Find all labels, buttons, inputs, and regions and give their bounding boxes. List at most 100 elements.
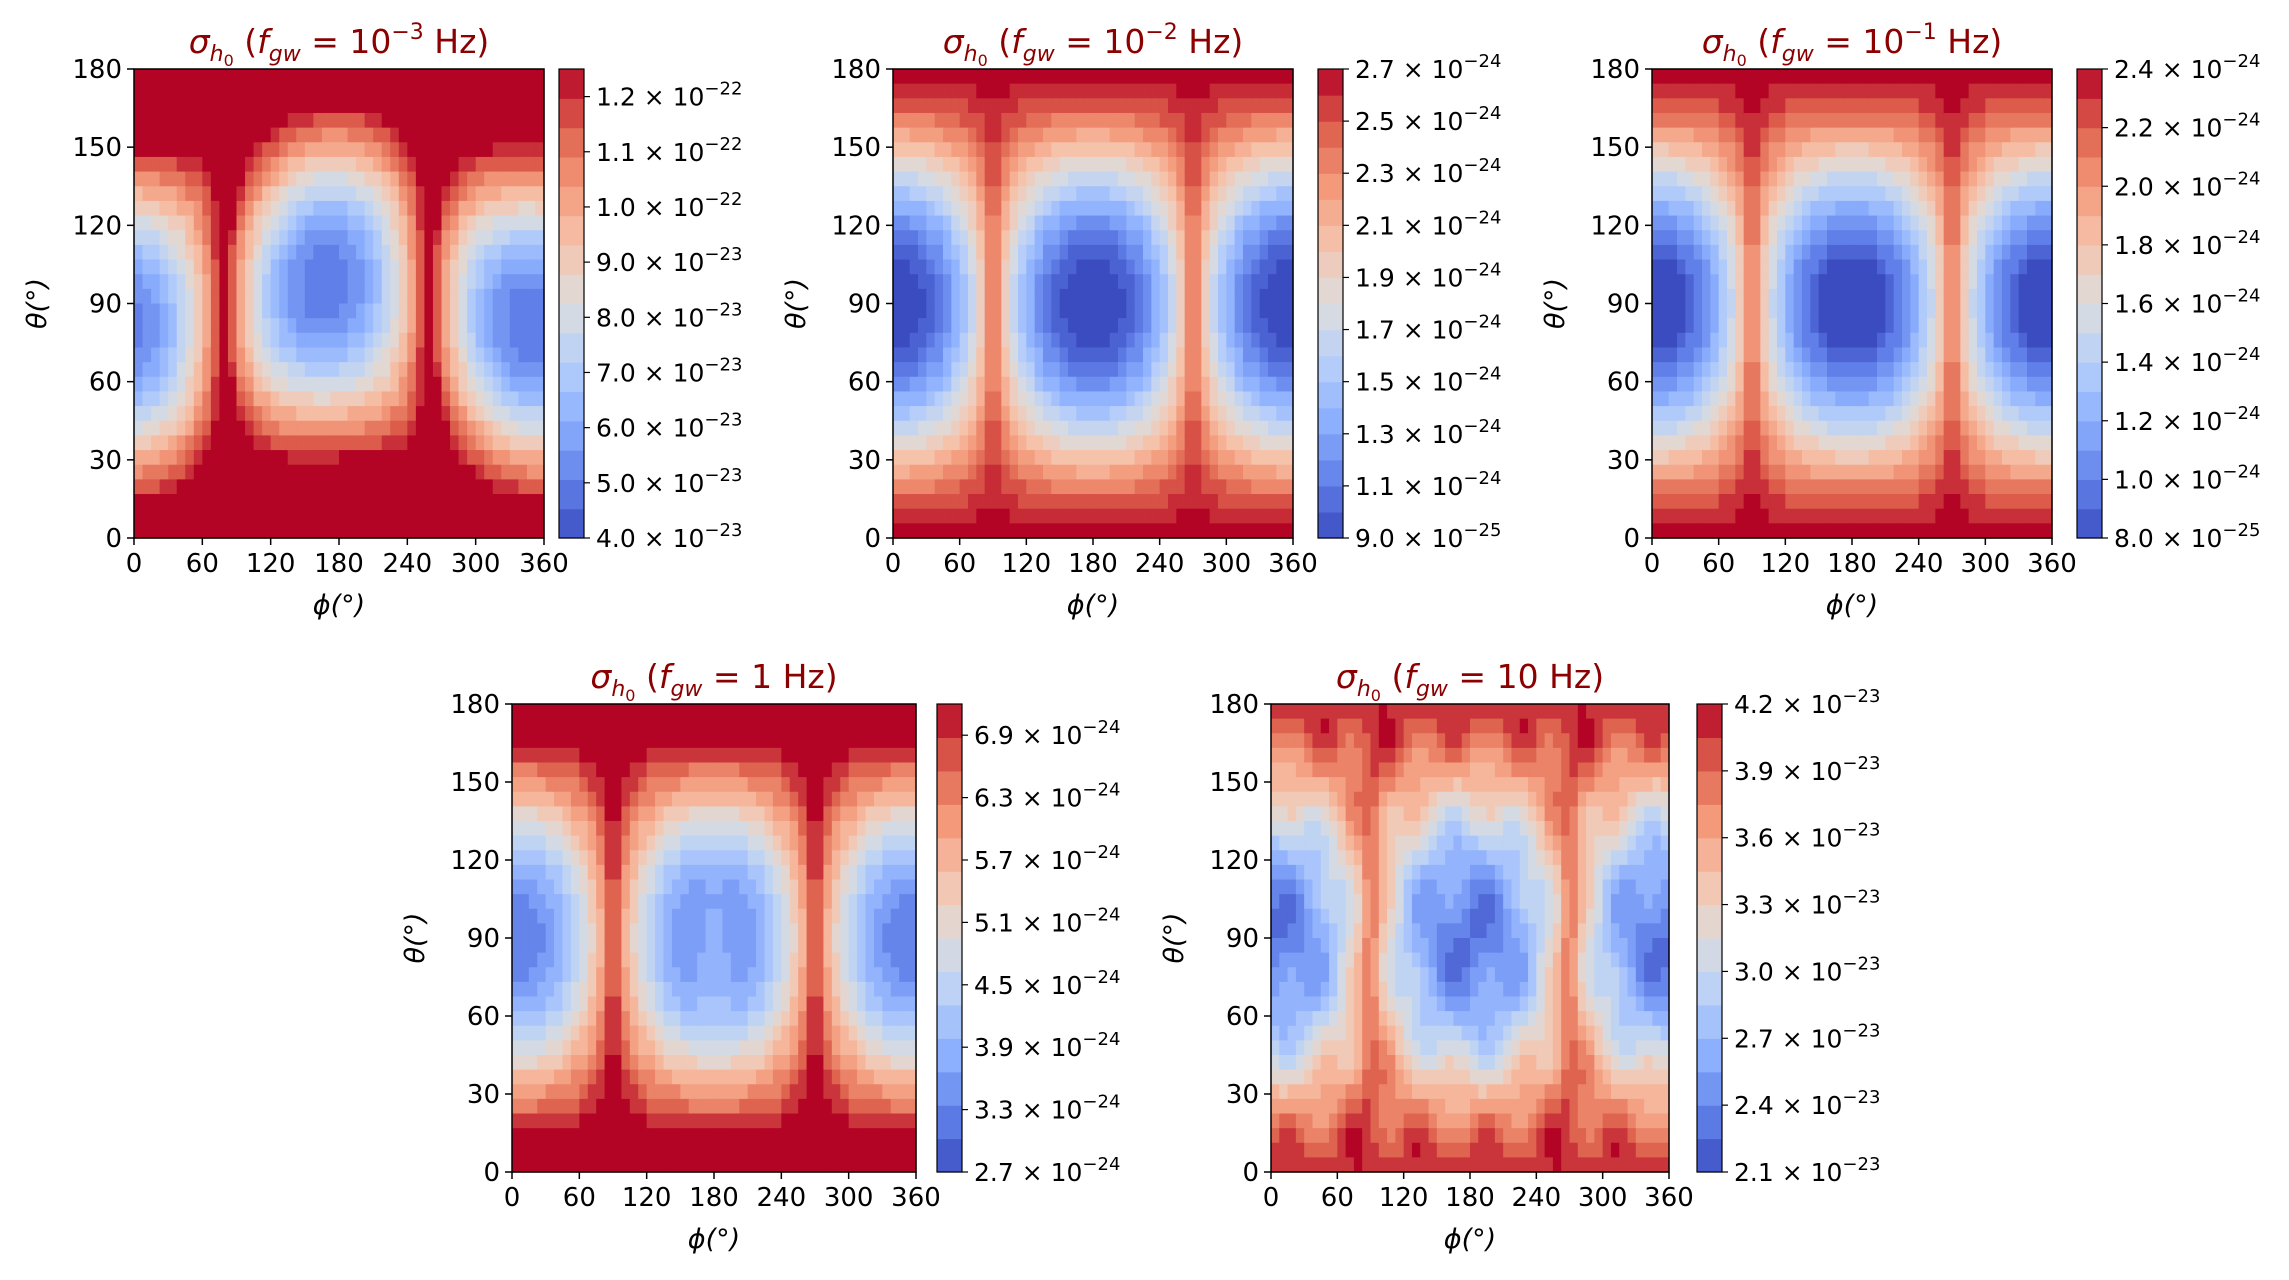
heatmap-cell xyxy=(1802,288,1811,305)
heatmap-cell xyxy=(1727,376,1736,393)
heatmap-cell xyxy=(1009,215,1019,231)
heatmap-cell xyxy=(1018,406,1027,422)
heatmap-cell xyxy=(2002,288,2011,305)
heatmap-cell xyxy=(918,450,927,466)
heatmap-cell xyxy=(1009,69,1019,85)
heatmap-cell xyxy=(501,142,511,158)
heatmap-cell xyxy=(296,508,306,524)
heatmap-cell xyxy=(390,523,400,539)
heatmap-cell xyxy=(1768,508,1778,524)
heatmap-cell xyxy=(432,98,443,114)
heatmap-cell xyxy=(407,347,417,363)
heatmap-cell xyxy=(210,98,221,114)
heatmap-cell xyxy=(1276,435,1286,451)
heatmap-cell xyxy=(245,171,255,187)
heatmap-cell xyxy=(901,215,911,231)
heatmap-cell xyxy=(520,704,530,720)
heatmap-cell xyxy=(236,332,246,349)
heatmap-cell xyxy=(1276,127,1286,143)
heatmap-cell xyxy=(909,450,919,466)
heatmap-cell xyxy=(1877,347,1886,363)
heatmap-cell xyxy=(951,200,961,217)
heatmap-cell xyxy=(1159,303,1169,319)
heatmap-cell xyxy=(545,1069,555,1085)
heatmap-cell xyxy=(535,98,545,114)
heatmap-cell xyxy=(330,98,340,114)
heatmap-cell xyxy=(1051,362,1061,378)
heatmap-cell xyxy=(976,391,986,407)
heatmap-cell xyxy=(321,479,332,495)
heatmap-cell xyxy=(1768,479,1778,495)
heatmap-cell xyxy=(943,406,952,422)
heatmap-cell xyxy=(1710,288,1720,305)
heatmap-cell xyxy=(1043,420,1052,437)
heatmap-cell xyxy=(1777,464,1786,480)
heatmap-cell xyxy=(1768,406,1778,422)
heatmap-cell xyxy=(976,127,986,143)
heatmap-cell xyxy=(151,230,161,246)
heatmap-cell xyxy=(520,908,530,924)
heatmap-cell xyxy=(1960,215,1970,231)
heatmap-cell xyxy=(1151,244,1161,261)
heatmap-cell xyxy=(458,69,468,85)
heatmap-cell xyxy=(219,508,229,524)
heatmap-cell xyxy=(1785,156,1795,173)
heatmap-cell xyxy=(1118,288,1127,305)
heatmap-cell xyxy=(398,98,408,114)
heatmap-cell xyxy=(1034,332,1044,349)
heatmap-cell xyxy=(2027,142,2036,158)
heatmap-cell xyxy=(1168,142,1177,158)
heatmap-cell xyxy=(520,1142,530,1158)
heatmap-cell xyxy=(545,850,555,866)
heatmap-cell xyxy=(1943,479,1953,495)
heatmap-cell xyxy=(151,332,161,349)
heatmap-cell xyxy=(959,406,969,422)
heatmap-cell xyxy=(1793,376,1803,393)
heatmap-cell xyxy=(1693,479,1703,495)
heatmap-cell xyxy=(1151,362,1161,378)
heatmap-cell xyxy=(373,244,383,261)
heatmap-cell xyxy=(450,318,460,334)
heatmap-cell xyxy=(458,127,468,143)
heatmap-cell xyxy=(1927,362,1936,378)
heatmap-cell xyxy=(943,376,952,393)
heatmap-cell xyxy=(520,1128,530,1144)
heatmap-cell xyxy=(347,376,357,393)
heatmap-cell xyxy=(554,762,564,778)
heatmap-cell xyxy=(1109,376,1119,393)
heatmap-cell xyxy=(1743,303,1753,319)
heatmap-cell xyxy=(1768,347,1778,363)
heatmap-cell xyxy=(2002,494,2011,510)
colorbar-band xyxy=(1318,199,1343,226)
heatmap-cell xyxy=(390,318,400,334)
heatmap-cell xyxy=(134,479,144,495)
colorbar-band xyxy=(2077,127,2102,158)
heatmap-cell xyxy=(458,142,468,158)
heatmap-cell xyxy=(176,303,186,319)
heatmap-cell xyxy=(424,450,434,466)
heatmap-cell xyxy=(1143,303,1152,319)
heatmap-cell xyxy=(245,318,255,334)
heatmap-cell xyxy=(210,303,221,319)
heatmap-cell xyxy=(176,186,186,202)
heatmap-cell xyxy=(1743,259,1753,275)
heatmap-cell xyxy=(2043,288,2053,305)
heatmap-cell xyxy=(1193,186,1202,202)
heatmap-cell xyxy=(1685,464,1695,480)
heatmap-cell xyxy=(1718,347,1728,363)
heatmap-cell xyxy=(296,391,306,407)
heatmap-cell xyxy=(176,479,186,495)
heatmap-cell xyxy=(518,508,528,524)
heatmap-cell xyxy=(1777,508,1786,524)
heatmap-cell xyxy=(1910,523,1920,539)
heatmap-cell xyxy=(424,391,434,407)
heatmap-cell xyxy=(1868,200,1878,217)
heatmap-cell xyxy=(1101,523,1111,539)
heatmap-cell xyxy=(1126,450,1136,466)
heatmap-cell xyxy=(185,464,195,480)
heatmap-cell xyxy=(1284,200,1294,217)
heatmap-cell xyxy=(339,376,349,393)
heatmap-cell xyxy=(424,318,434,334)
heatmap-cell xyxy=(321,112,332,129)
heatmap-cell xyxy=(1860,479,1870,495)
